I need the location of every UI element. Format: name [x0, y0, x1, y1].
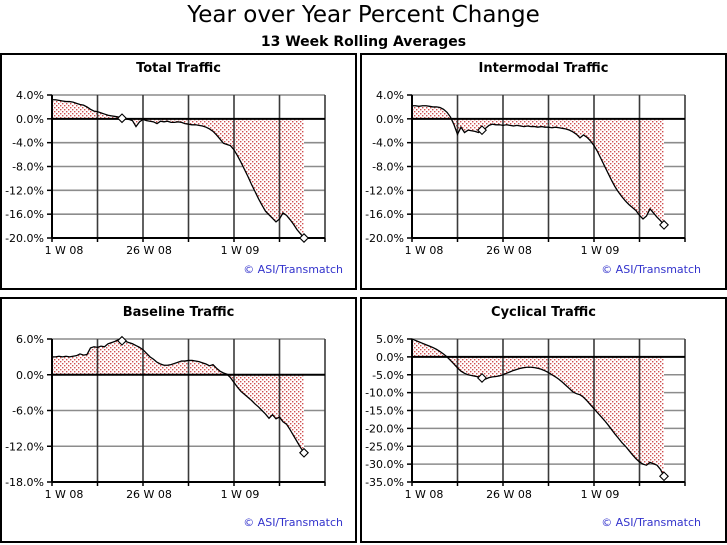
chart-title-baseline-traffic: Baseline Traffic [122, 305, 235, 320]
svg-text:5.0%: 5.0% [376, 333, 404, 346]
svg-text:26 W 08: 26 W 08 [126, 244, 172, 257]
svg-text:1 W 09: 1 W 09 [221, 488, 260, 501]
svg-text:26 W 08: 26 W 08 [126, 488, 172, 501]
svg-text:-25.0%: -25.0% [365, 440, 404, 453]
chart-panel-intermodal-traffic: 4.0% 0.0% -4.0% -8.0% -12.0% -16.0% -20.0% 1 W … [360, 53, 727, 290]
baseline-traffic-chart: 6.0% 0.0% -6.0% -12.0% -18.0%1 W 08 26 W 08 1 … [5, 333, 326, 501]
svg-text:-20.0%: -20.0% [5, 232, 44, 245]
svg-text:-4.0%: -4.0% [372, 137, 404, 150]
svg-text:-12.0%: -12.0% [365, 184, 404, 197]
svg-text:-6.0%: -6.0% [12, 405, 44, 418]
svg-text:-35.0%: -35.0% [365, 476, 404, 489]
attribution-text: © ASI/Transmatch [601, 263, 701, 276]
svg-text:4.0%: 4.0% [376, 89, 404, 102]
cyclical-traffic-chart: 5.0% 0.0% -5.0% -10.0% -15.0% -20.0% -25.0% -30… [365, 333, 686, 501]
svg-text:-8.0%: -8.0% [372, 161, 404, 174]
chart-title-total-traffic: Total Traffic [136, 61, 221, 76]
svg-text:1 W 08: 1 W 08 [405, 244, 444, 257]
svg-text:1 W 08: 1 W 08 [45, 244, 84, 257]
chart-title-intermodal-traffic: Intermodal Traffic [478, 61, 609, 76]
page-subtitle: 13 Week Rolling Averages [260, 34, 467, 50]
chart-panel-total-traffic: 4.0% 0.0% -4.0% -8.0% -12.0% -16.0% -20.0% 1 W … [0, 53, 357, 290]
chart-title-cyclical-traffic: Cyclical Traffic [491, 305, 596, 320]
svg-text:-12.0%: -12.0% [5, 184, 44, 197]
svg-text:0.0%: 0.0% [376, 113, 404, 126]
svg-text:-16.0%: -16.0% [365, 208, 404, 221]
svg-text:4.0%: 4.0% [16, 89, 44, 102]
page-title: Year over Year Percent Change [187, 2, 540, 28]
svg-text:-5.0%: -5.0% [372, 369, 404, 382]
svg-text:1 W 09: 1 W 09 [581, 488, 620, 501]
svg-text:1 W 09: 1 W 09 [581, 244, 620, 257]
svg-text:0.0%: 0.0% [16, 113, 44, 126]
svg-text:26 W 08: 26 W 08 [486, 244, 532, 257]
svg-text:1 W 09: 1 W 09 [221, 244, 260, 257]
svg-text:-4.0%: -4.0% [12, 137, 44, 150]
attribution-text: © ASI/Transmatch [243, 263, 343, 276]
chart-panel-baseline-traffic: 6.0% 0.0% -6.0% -12.0% -18.0% 1 W 08 26 W 08 1 … [0, 297, 357, 543]
svg-text:0.0%: 0.0% [376, 351, 404, 364]
svg-text:-10.0%: -10.0% [365, 387, 404, 400]
svg-text:6.0%: 6.0% [16, 333, 44, 346]
total-traffic-chart: 4.0%0.0%-4.0%-8.0%-12.0%-16.0%-20.0%1 W … [5, 89, 326, 257]
svg-text:-12.0%: -12.0% [5, 440, 44, 453]
svg-text:1 W 08: 1 W 08 [45, 488, 84, 501]
svg-text:-8.0%: -8.0% [12, 161, 44, 174]
attribution-text: © ASI/Transmatch [243, 516, 343, 529]
attribution-text: © ASI/Transmatch [601, 516, 701, 529]
svg-text:-30.0%: -30.0% [365, 458, 404, 471]
svg-text:26 W 08: 26 W 08 [486, 488, 532, 501]
intermodal-traffic-chart: 4.0%0.0%-4.0%-8.0%-12.0%-16.0%-20.0%1 W … [365, 89, 686, 257]
chart-panel-cyclical-traffic: 5.0% 0.0% -5.0% -10.0% -15.0% -20.0% -25.0% -30… [360, 297, 727, 543]
svg-text:-15.0%: -15.0% [365, 405, 404, 418]
svg-text:0.0%: 0.0% [16, 369, 44, 382]
svg-text:-20.0%: -20.0% [365, 232, 404, 245]
svg-text:-18.0%: -18.0% [5, 476, 44, 489]
svg-text:-16.0%: -16.0% [5, 208, 44, 221]
svg-text:-20.0%: -20.0% [365, 422, 404, 435]
svg-text:1 W 08: 1 W 08 [405, 488, 444, 501]
